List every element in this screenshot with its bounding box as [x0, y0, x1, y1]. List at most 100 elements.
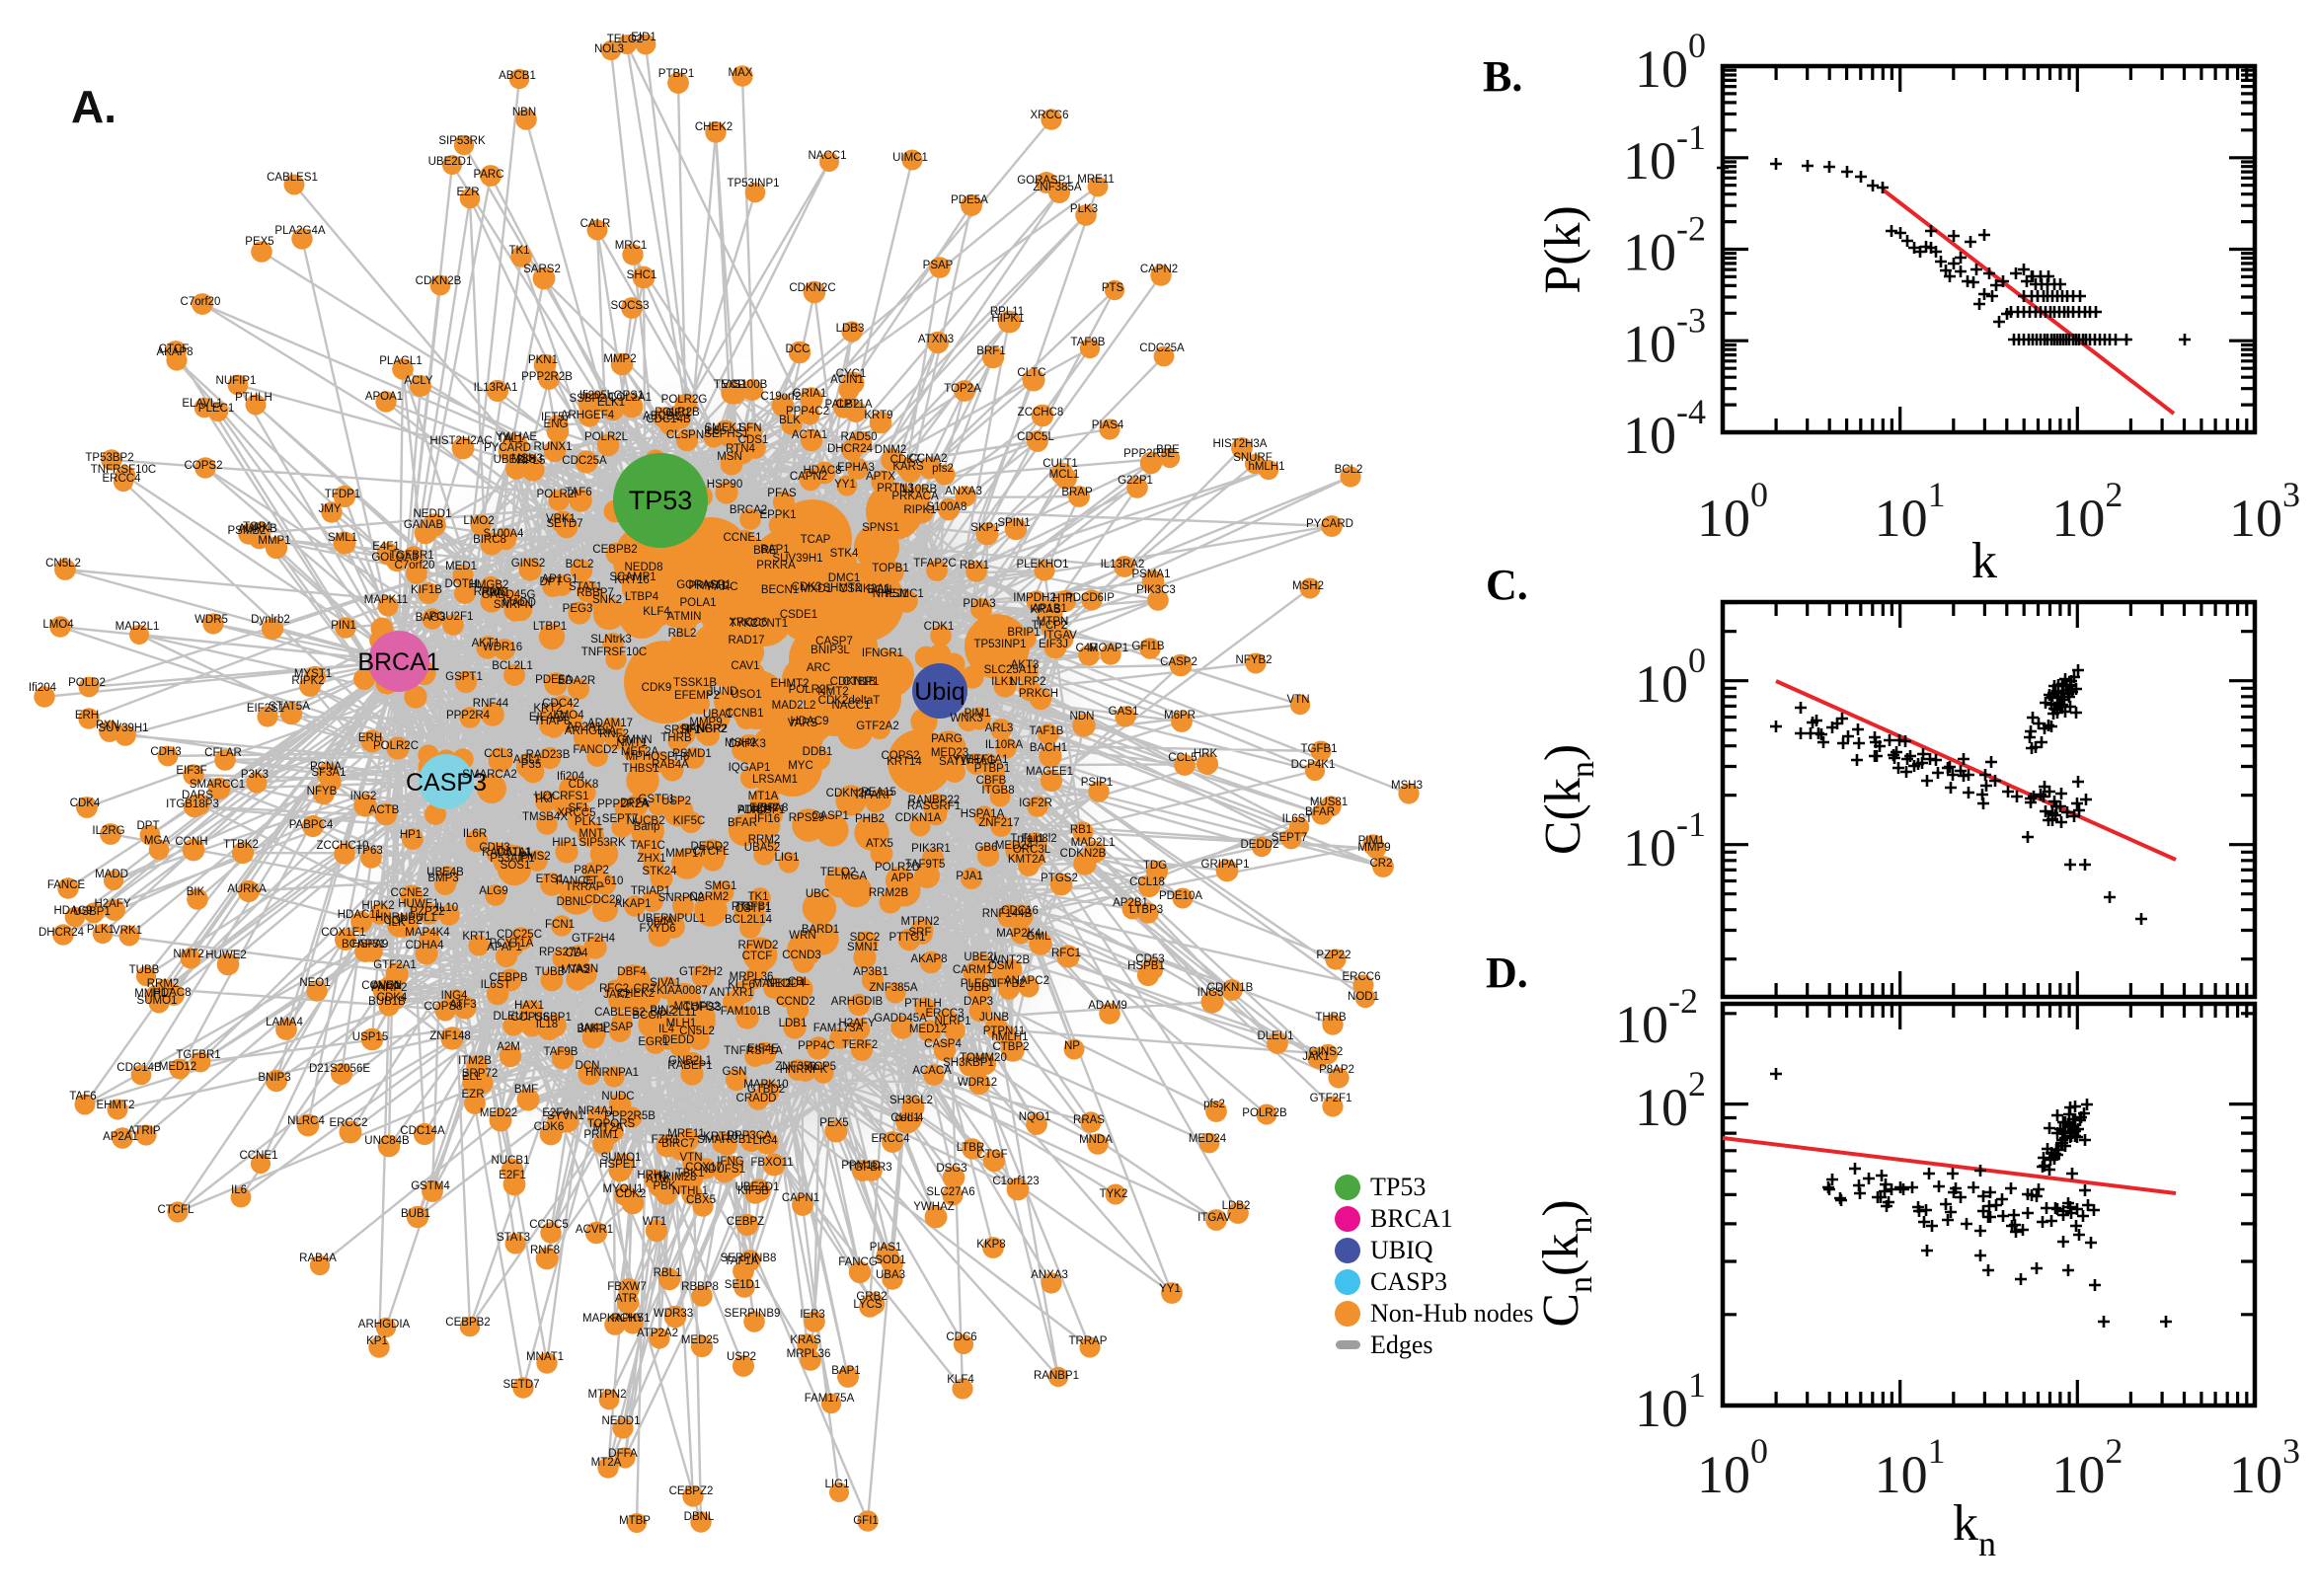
svg-text:TCAP: TCAP: [801, 534, 831, 546]
svg-text:ATP2A2: ATP2A2: [637, 1328, 678, 1339]
svg-text:UQCRFS1: UQCRFS1: [535, 791, 589, 802]
svg-text:ARC: ARC: [807, 662, 830, 674]
svg-text:ADAM17: ADAM17: [587, 718, 633, 729]
svg-text:PSMB2: PSMB2: [228, 525, 267, 537]
svg-text:AP2A1: AP2A1: [103, 1131, 138, 1143]
svg-text:NEDD1: NEDD1: [414, 508, 452, 520]
svg-text:NOD1: NOD1: [1348, 991, 1379, 1003]
svg-text:MNAT1: MNAT1: [526, 1351, 564, 1363]
svg-text:APOA1: APOA1: [365, 391, 403, 403]
svg-text:FBXW7: FBXW7: [607, 1281, 647, 1293]
svg-text:RANBP1: RANBP1: [1034, 1370, 1079, 1382]
svg-text:CDK1: CDK1: [924, 621, 955, 633]
svg-text:CASP7: CASP7: [815, 636, 853, 647]
svg-text:EFEMP2: EFEMP2: [674, 690, 720, 702]
svg-text:HTT: HTT: [1052, 593, 1074, 605]
svg-text:DFFA: DFFA: [620, 798, 650, 809]
svg-text:MT2A: MT2A: [593, 1122, 624, 1134]
svg-text:MAD2L1: MAD2L1: [1071, 837, 1116, 849]
svg-text:MADD: MADD: [502, 597, 536, 609]
svg-text:BECN1: BECN1: [761, 584, 799, 596]
svg-text:ERCC3: ERCC3: [926, 1008, 965, 1020]
svg-text:LAMA4: LAMA4: [266, 1017, 303, 1028]
svg-text:SUMO1: SUMO1: [137, 995, 178, 1007]
svg-text:CDC25A: CDC25A: [1139, 342, 1185, 354]
svg-text:NR4A1: NR4A1: [578, 1105, 614, 1117]
svg-text:CDK4: CDK4: [377, 992, 408, 1004]
svg-text:ANAPC2: ANAPC2: [1004, 975, 1049, 987]
svg-text:ZHX1: ZHX1: [637, 853, 665, 865]
svg-text:BIRC7: BIRC7: [661, 1138, 695, 1150]
svg-text:CTBP2: CTBP2: [992, 1041, 1029, 1053]
svg-text:CAPN2: CAPN2: [1140, 264, 1178, 275]
svg-text:HSPB1: HSPB1: [1127, 960, 1165, 972]
svg-text:E4F1: E4F1: [372, 541, 400, 553]
svg-text:TP53INP1: TP53INP1: [727, 178, 779, 190]
svg-text:MEF2A: MEF2A: [621, 746, 659, 758]
svg-text:LMO4: LMO4: [42, 619, 74, 631]
svg-text:SOS1: SOS1: [501, 860, 531, 872]
svg-text:BCCIP: BCCIP: [632, 1010, 666, 1022]
svg-text:CCNE1: CCNE1: [724, 532, 762, 544]
svg-text:FAM175A: FAM175A: [805, 1393, 855, 1405]
svg-text:CCDC5: CCDC5: [529, 1219, 569, 1231]
svg-text:EZR: EZR: [462, 1089, 485, 1101]
svg-text:PHB2: PHB2: [855, 813, 885, 825]
svg-text:IL18: IL18: [536, 1019, 558, 1030]
svg-text:CARM1: CARM1: [953, 964, 992, 976]
svg-text:ENG: ENG: [544, 418, 569, 430]
svg-text:BAG3: BAG3: [416, 612, 446, 624]
svg-text:SFN: SFN: [739, 422, 762, 434]
svg-text:MYOU1: MYOU1: [603, 1183, 644, 1195]
svg-text:ANXA3: ANXA3: [1031, 1269, 1068, 1281]
svg-text:PIK3C3: PIK3C3: [1136, 584, 1176, 596]
svg-text:NDUFS1: NDUFS1: [700, 1164, 745, 1176]
svg-text:RB1: RB1: [1070, 824, 1092, 836]
svg-text:SEPHS1: SEPHS1: [704, 428, 748, 440]
svg-text:UBE2I: UBE2I: [964, 951, 996, 963]
svg-text:DEDD2: DEDD2: [691, 841, 730, 853]
svg-text:ZNF385A: ZNF385A: [869, 982, 918, 994]
svg-text:SML1: SML1: [328, 532, 357, 544]
svg-text:LDB1: LDB1: [779, 1018, 808, 1029]
svg-text:PDE5A: PDE5A: [535, 674, 573, 686]
svg-text:BACH1: BACH1: [1030, 742, 1067, 754]
svg-text:APP: APP: [890, 873, 913, 884]
svg-text:ZNF350: ZNF350: [775, 1061, 816, 1073]
svg-text:ERCC4: ERCC4: [103, 473, 142, 485]
svg-text:DAPK3: DAPK3: [729, 738, 766, 750]
svg-text:MAP4K4: MAP4K4: [405, 927, 450, 939]
svg-text:MSN: MSN: [717, 451, 742, 463]
svg-text:KIAA0087: KIAA0087: [656, 985, 708, 997]
svg-text:S100A4: S100A4: [484, 528, 525, 540]
svg-text:BRIP1: BRIP1: [1007, 627, 1040, 639]
svg-text:MAPK2: MAPK2: [753, 978, 792, 990]
svg-text:SETD7: SETD7: [502, 1379, 539, 1391]
svg-text:USBP1: USBP1: [73, 906, 111, 918]
svg-text:UBE2L3: UBE2L3: [494, 454, 536, 466]
svg-text:TTBK2: TTBK2: [223, 839, 259, 851]
svg-text:ERCC2: ERCC2: [330, 1117, 368, 1129]
svg-text:VRK1: VRK1: [113, 925, 142, 937]
svg-text:AKT1: AKT1: [472, 638, 501, 649]
svg-text:CCNE2: CCNE2: [391, 887, 429, 899]
svg-text:PPP3CA: PPP3CA: [727, 1130, 772, 1142]
svg-text:PDCD6IP: PDCD6IP: [1065, 592, 1115, 604]
svg-text:PTGS2: PTGS2: [1041, 873, 1078, 884]
svg-text:CDH3: CDH3: [150, 746, 181, 758]
svg-text:POLR2L: POLR2L: [584, 431, 629, 443]
svg-text:GINS2: GINS2: [1309, 1046, 1344, 1058]
svg-text:GNB2L1: GNB2L1: [668, 1055, 712, 1067]
svg-text:YWHAE: YWHAE: [496, 431, 538, 443]
svg-text:PPA1: PPA1: [482, 587, 510, 599]
svg-text:OSM: OSM: [988, 960, 1014, 972]
svg-text:ING2: ING2: [350, 791, 377, 802]
svg-text:E2F1: E2F1: [499, 1170, 526, 1181]
svg-text:ARL3: ARL3: [985, 722, 1014, 734]
svg-text:RRM2: RRM2: [748, 834, 781, 846]
svg-text:PCNA: PCNA: [310, 761, 342, 773]
svg-text:ANXA3: ANXA3: [945, 486, 982, 497]
svg-text:USP2: USP2: [727, 1351, 756, 1363]
svg-text:RBX1: RBX1: [960, 560, 989, 571]
svg-text:ETS1: ETS1: [536, 874, 565, 885]
